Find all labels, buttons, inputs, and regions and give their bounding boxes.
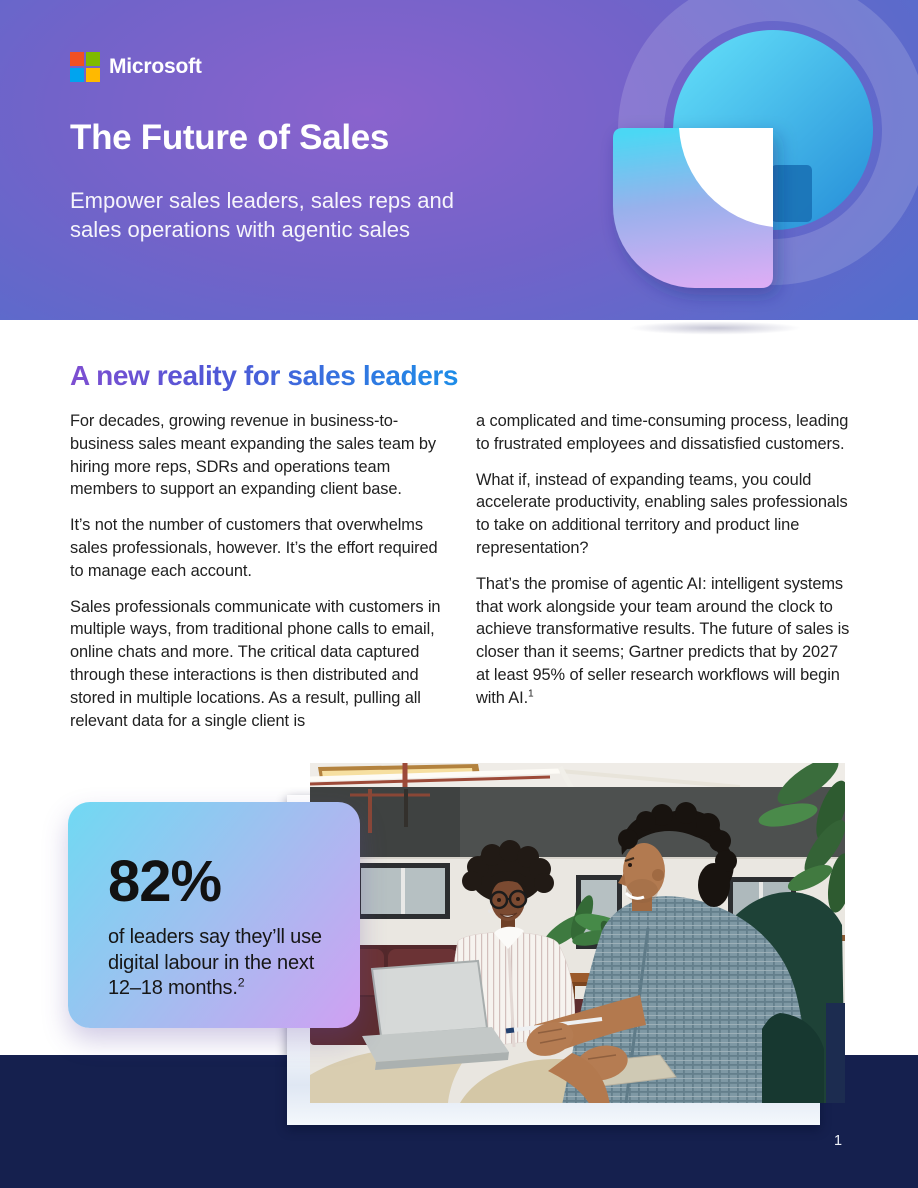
page-title: The Future of Sales (70, 118, 390, 157)
body-paragraph: What if, instead of expanding teams, you… (476, 469, 852, 560)
body-paragraph: For decades, growing revenue in business… (70, 410, 446, 501)
header-decoration-graphic (613, 0, 918, 288)
paragraph-text: For decades, growing revenue in business… (70, 412, 437, 499)
stat-caption: of leaders say they’ll use digital labou… (108, 925, 326, 1002)
header-shadow (600, 319, 830, 337)
paragraph-text: What if, instead of expanding teams, you… (476, 470, 848, 557)
paragraph-text: a complicated and time-consuming process… (476, 412, 849, 453)
dark-square-shape (771, 165, 812, 222)
microsoft-logo-icon (70, 52, 100, 82)
body-paragraph: a complicated and time-consuming process… (476, 410, 852, 456)
office-photo-illustration (310, 763, 845, 1103)
stat-caption-text: of leaders say they’ll use digital labou… (108, 926, 322, 999)
stat-card: 82% of leaders say they’ll use digital l… (68, 802, 360, 1028)
body-paragraph: It’s not the number of customers that ov… (70, 514, 446, 582)
footnote-marker-2: 2 (237, 975, 245, 990)
article-columns: For decades, growing revenue in business… (70, 410, 852, 745)
microsoft-logo: Microsoft (70, 52, 202, 82)
paragraph-text: It’s not the number of customers that ov… (70, 516, 438, 580)
paragraph-text: That’s the promise of agentic AI: intell… (476, 574, 850, 707)
paragraph-text: Sales professionals communicate with cus… (70, 597, 441, 730)
article-column-left: For decades, growing revenue in business… (70, 410, 446, 745)
stat-value: 82% (108, 849, 222, 914)
page-number: 1 (833, 1133, 843, 1149)
microsoft-wordmark: Microsoft (109, 55, 202, 78)
logo-square-yellow (86, 68, 100, 82)
section-heading: A new reality for sales leaders (70, 360, 459, 391)
page-subtitle: Empower sales leaders, sales reps and sa… (70, 188, 454, 242)
white-quarter-shape (679, 128, 773, 227)
body-paragraph: That’s the promise of agentic AI: intell… (476, 573, 852, 710)
footnote-marker-1: 1 (528, 688, 534, 700)
logo-square-blue (70, 68, 84, 82)
office-photo (310, 763, 845, 1103)
body-paragraph: Sales professionals communicate with cus… (70, 596, 446, 733)
article-column-right: a complicated and time-consuming process… (476, 410, 852, 745)
logo-square-red (70, 52, 84, 66)
logo-square-green (86, 52, 100, 66)
header-banner: Microsoft The Future of Sales Empower sa… (0, 0, 918, 320)
